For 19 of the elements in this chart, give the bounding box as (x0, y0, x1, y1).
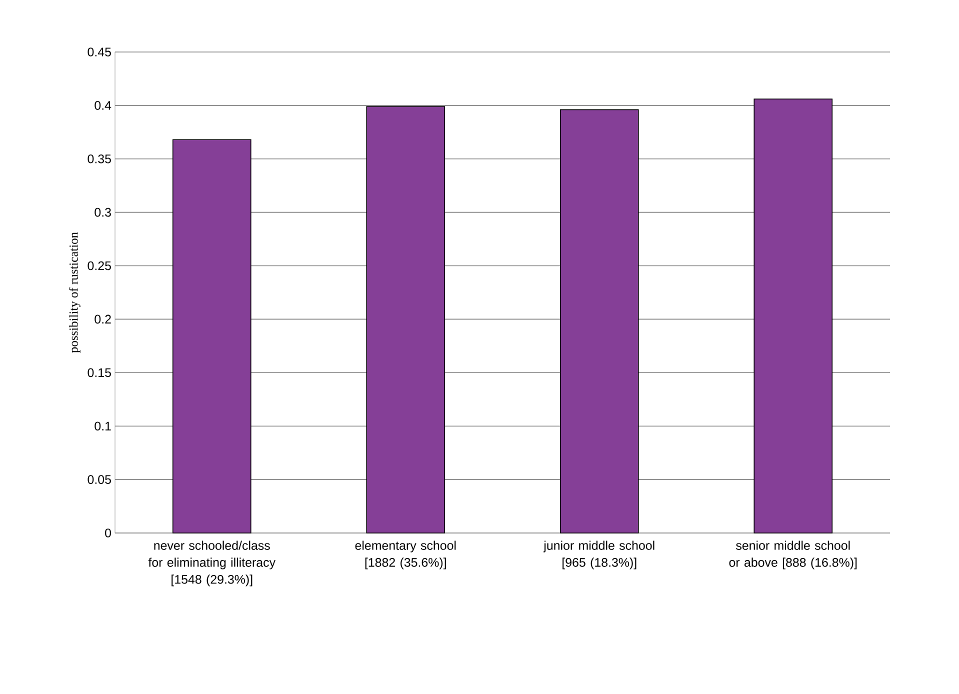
y-tick-label: 0.3 (94, 208, 111, 217)
y-tick-label: 0.45 (88, 48, 111, 56)
x-tick-label: senior middle school or above [888 (16.8%)] (729, 540, 857, 570)
y-axis-title: possibility of rustication (68, 232, 80, 353)
y-tick-label: 0.2 (94, 314, 111, 324)
bar (754, 98, 833, 534)
y-tick-label: 0.05 (88, 475, 111, 484)
y-tick-label: 0.4 (94, 101, 112, 110)
y-tick-label: 0.25 (88, 261, 111, 270)
x-tick-label: never schooled/class for eliminating illiteracy [1548 (29.3%)] (148, 540, 276, 586)
x-tick-label: junior middle school [965 (18.3%)] (543, 540, 654, 570)
bar (172, 139, 252, 534)
x-tick-label: elementary school [1882 (35.6%)] (355, 540, 456, 570)
y-tick-label: 0.1 (94, 422, 111, 431)
bar (366, 106, 446, 534)
bar (560, 109, 639, 534)
y-tick-label: 0.15 (88, 368, 111, 378)
y-tick-label: 0.35 (88, 154, 111, 164)
y-tick-label: 0 (105, 528, 111, 538)
